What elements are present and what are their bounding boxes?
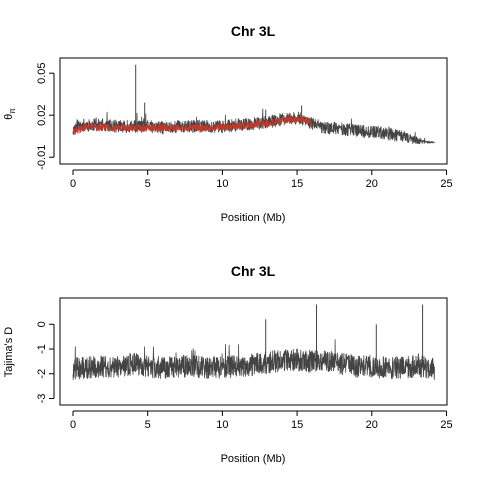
theta-series-1-line — [72, 113, 313, 135]
theta-x-tick-label-0: 0 — [70, 178, 76, 190]
tajima-plot-lines — [72, 304, 435, 381]
tajima-y-tick-label-3: 0 — [36, 321, 48, 327]
tajima-chart: Chr 3L 0 5 10 15 20 25 -3-2-10 Position (Mb) … — [3, 263, 453, 465]
tajima-series-0-line — [72, 339, 435, 381]
theta-x-tick-label-3: 15 — [291, 178, 303, 190]
theta-x-tick-label-2: 10 — [216, 178, 228, 190]
tajima-y-tick-label-1: -2 — [36, 369, 48, 379]
tajima-y-axis: -3 -2 -1 0 — [36, 321, 55, 404]
theta-chart: Chr 3L 0 5 10 15 20 25 -0.01 0.02 0.05 Position… — [3, 23, 453, 224]
theta-chart-title: Chr 3L — [231, 23, 276, 39]
theta-x-tick-label-4: 20 — [366, 178, 378, 190]
tajima-x-tick-label-5: 25 — [440, 419, 452, 431]
theta-plot-frame — [59, 57, 448, 165]
theta-y-axis: -0.01 0.02 0.05 — [36, 62, 55, 170]
theta-x-tick-label-5: 25 — [440, 178, 452, 190]
tajima-x-tick-label-4: 20 — [366, 419, 378, 431]
theta-x-tick-label-1: 5 — [145, 178, 151, 190]
tajima-x-tick-label-3: 15 — [291, 419, 303, 431]
theta-y-tick-label-2: 0.05 — [36, 62, 48, 83]
tajima-plot-frame — [59, 297, 448, 406]
tajima-y-tick-label-2: -1 — [36, 344, 48, 354]
tajima-x-tick-label-0: 0 — [70, 419, 76, 431]
tajima-y-tick-label-0: -3 — [36, 394, 48, 404]
tajima-y-axis-label: Tajima's D — [3, 327, 15, 377]
theta-x-axis: 0 5 10 15 20 25 — [70, 169, 453, 190]
tajima-chart-title: Chr 3L — [231, 263, 276, 279]
tajima-x-axis-label: Position (Mb) — [221, 453, 286, 465]
theta-y-tick-label-0: -0.01 — [36, 145, 48, 170]
theta-plot-lines — [72, 64, 435, 145]
tajima-x-axis: 0 5 10 15 20 25 — [70, 410, 453, 431]
tajima-x-tick-label-2: 10 — [216, 419, 228, 431]
theta-x-axis-label: Position (Mb) — [221, 212, 286, 224]
theta-y-axis-label: θπ — [3, 108, 17, 120]
tajima-x-tick-label-1: 5 — [145, 419, 151, 431]
theta-y-tick-label-1: 0.02 — [36, 104, 48, 125]
